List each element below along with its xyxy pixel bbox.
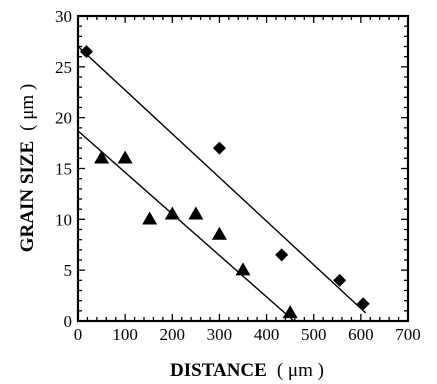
triangle-marker [94, 150, 110, 164]
x-tick-label: 100 [112, 325, 138, 344]
x-tick-label: 500 [301, 325, 327, 344]
fit-line-series-1 [77, 130, 295, 322]
triangle-marker [211, 226, 227, 240]
x-tick-label: 400 [254, 325, 280, 344]
fit-line-series-0 [77, 45, 367, 314]
x-axis-label: DISTANCE [170, 360, 267, 381]
triangle-marker [235, 262, 251, 276]
y-axis-unit: ( μm ) [17, 84, 38, 131]
x-tick-label: 200 [160, 325, 186, 344]
diamond-marker [212, 141, 226, 155]
diamond-marker [79, 45, 93, 59]
triangle-marker [117, 150, 133, 164]
y-axis-title: GRAIN SIZE ( μm ) [17, 84, 38, 253]
x-tick-label: 600 [348, 325, 374, 344]
y-tick-label: 25 [55, 58, 72, 77]
x-tick-label: 300 [207, 325, 233, 344]
triangle-marker [282, 305, 298, 319]
x-tick-label: 700 [395, 325, 421, 344]
fit-lines-group [77, 45, 367, 322]
triangle-marker [142, 211, 158, 225]
markers-group [79, 45, 370, 319]
diamond-marker [333, 273, 347, 287]
y-tick-label: 20 [55, 109, 72, 128]
x-axis-unit: ( μm ) [277, 360, 324, 381]
tick-labels-group: 0 100 200 300 400 500 600 700 0 5 10 15 20 25 30 [55, 7, 421, 344]
triangle-marker [164, 206, 180, 220]
y-tick-label: 5 [64, 261, 73, 280]
diamond-marker [275, 248, 289, 262]
y-tick-label: 0 [64, 312, 73, 331]
triangle-marker [188, 206, 204, 220]
y-tick-label: 10 [55, 210, 72, 229]
y-axis-label: GRAIN SIZE [17, 141, 38, 252]
y-tick-label: 15 [55, 160, 72, 179]
diamond-marker [356, 297, 370, 311]
ticks-group [77, 15, 409, 322]
x-tick-label: 0 [74, 325, 83, 344]
x-axis-title: DISTANCE ( μm ) [170, 360, 324, 381]
y-tick-label: 30 [55, 7, 72, 26]
